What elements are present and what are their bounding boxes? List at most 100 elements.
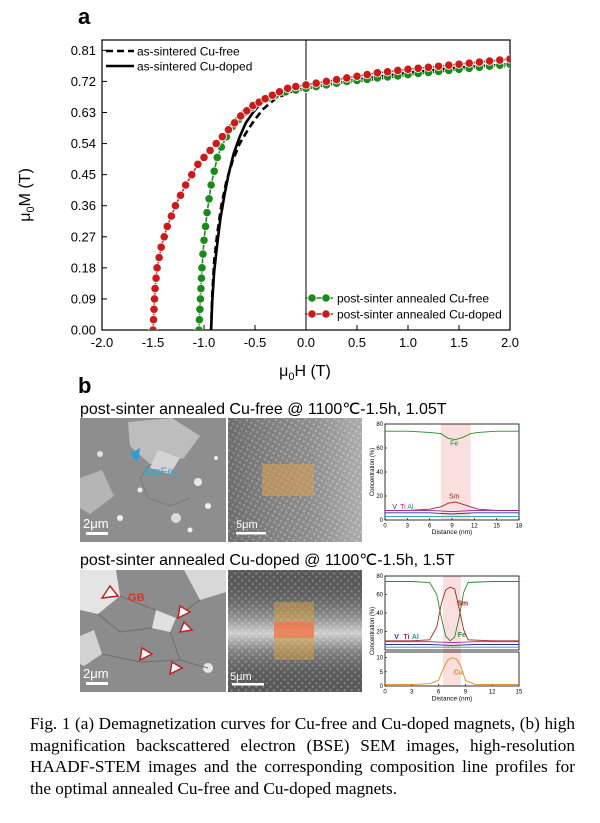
profile-x-tick-label: 6 bbox=[428, 524, 432, 530]
series-3-point bbox=[162, 221, 172, 232]
smfe2-grain bbox=[128, 418, 200, 464]
profile-y-label: Concentration (%) bbox=[370, 448, 376, 496]
profile-b-label-3: Ti bbox=[400, 504, 406, 511]
series-2-point bbox=[198, 249, 208, 259]
gb-arrow-icon-3 bbox=[178, 620, 194, 633]
series-3-point bbox=[505, 54, 510, 64]
profile-y-tick-label: 0 bbox=[380, 518, 384, 524]
series-2-point bbox=[196, 273, 207, 283]
series-3-point bbox=[444, 60, 454, 70]
series-3-point bbox=[291, 82, 301, 92]
profile-y-tick-label: 20 bbox=[376, 630, 383, 636]
profile-x-tick-label: 18 bbox=[516, 524, 523, 530]
panel-a-label: a bbox=[78, 4, 91, 29]
profile-c-label-5: Cu bbox=[454, 670, 463, 677]
profile-x-tick-label: 3 bbox=[410, 690, 414, 696]
x-tick-label: 1.5 bbox=[450, 335, 468, 350]
series-3-point bbox=[352, 71, 362, 81]
gb-label: GB bbox=[128, 592, 145, 604]
profile-y-tick-label: 60 bbox=[376, 593, 383, 599]
series-2-point bbox=[206, 180, 216, 190]
profile-y-tick-label: 0 bbox=[380, 684, 384, 690]
profile-y-tick-label: 80 bbox=[376, 574, 383, 580]
profile-b-label-0: Fe bbox=[450, 441, 458, 448]
series-3-point bbox=[230, 118, 240, 128]
x-tick-label: -1.5 bbox=[142, 335, 164, 350]
x-tick-label: -1.0 bbox=[193, 335, 215, 350]
profile-highlight bbox=[443, 576, 461, 686]
series-3-point bbox=[149, 304, 159, 314]
row1-sem-image: SmFe2 2μm bbox=[80, 418, 226, 542]
profile-y-label: Concentration (%) bbox=[370, 607, 376, 655]
series-3-point bbox=[311, 78, 321, 88]
y-tick-label: 0.72 bbox=[71, 74, 96, 89]
profile-x-tick-label: 15 bbox=[493, 524, 500, 530]
row2-sem-scalebar-label: 2μm bbox=[83, 666, 109, 681]
row1-stem-scalebar-label: 5μm bbox=[236, 519, 258, 531]
x-tick-label: 0.0 bbox=[297, 335, 315, 350]
x-axis-label: μ0H (T) bbox=[279, 363, 331, 380]
y-tick-label: 0.36 bbox=[71, 198, 96, 213]
x-tick-label: 2.0 bbox=[501, 335, 519, 350]
series-3-point bbox=[211, 138, 221, 149]
row2-sem-image: GB 2μm bbox=[80, 570, 226, 692]
series-3-point bbox=[484, 56, 495, 66]
profile-y-tick-label: 60 bbox=[376, 446, 383, 452]
profile-y-tick-label: 20 bbox=[376, 494, 383, 500]
profile-x-tick-label: 0 bbox=[383, 690, 387, 696]
gb-arrow-icon bbox=[100, 584, 120, 599]
series-line-2 bbox=[198, 63, 510, 330]
series-3-point bbox=[362, 69, 372, 80]
x-tick-label: -2.0 bbox=[91, 335, 113, 350]
series-3-point bbox=[423, 62, 433, 72]
row2-sem-scalebar bbox=[86, 682, 108, 685]
row2-cu-rich-band bbox=[274, 622, 314, 638]
series-3-point bbox=[495, 55, 505, 65]
row1-stem-image: 5μm bbox=[228, 418, 362, 542]
profile-b-label-4: Al bbox=[407, 504, 414, 511]
profile-c-series-0 bbox=[385, 581, 519, 642]
profile-x-label: Distance (nm) bbox=[432, 696, 472, 703]
series-3-point bbox=[199, 152, 209, 162]
series-3-point bbox=[283, 83, 293, 93]
profile-y-tick-label: 40 bbox=[376, 470, 383, 476]
x-tick-label: -0.5 bbox=[244, 335, 266, 350]
profile-y-tick-label: 40 bbox=[376, 611, 383, 617]
series-2-point bbox=[202, 208, 212, 218]
smfe2-label: SmFe2 bbox=[144, 466, 178, 480]
series-3-point bbox=[187, 170, 197, 180]
series-2-point bbox=[209, 166, 219, 176]
demagnetization-chart: -2.0 -1.5 -1.0 -0.5 0.0 0.5 1.0 1.5 2.0 0.00 0.09 0… bbox=[17, 39, 519, 380]
profile-x-tick-label: 12 bbox=[471, 524, 478, 530]
profile-y-tick-label: 80 bbox=[376, 422, 383, 428]
y-tick-label: 0.00 bbox=[71, 323, 96, 338]
gb-arrow-icon-5 bbox=[169, 660, 184, 676]
series-3-point bbox=[236, 111, 246, 121]
series-3-point bbox=[159, 232, 169, 242]
profile-c-series-2 bbox=[385, 644, 519, 646]
row2-title: post-sinter annealed Cu-doped @ 1100℃-1.… bbox=[80, 552, 455, 569]
profile-b-label-2: V bbox=[392, 504, 397, 511]
series-2-point bbox=[194, 315, 205, 325]
legend-marker-annealed-1 bbox=[321, 309, 331, 319]
chart-a-series bbox=[148, 54, 510, 330]
row1-profile-plot: 0 3 6 9 12 15 18 Distance (nm) Concentration (%)… bbox=[363, 416, 525, 544]
series-3-point bbox=[454, 59, 464, 69]
profile-c-series-1 bbox=[385, 586, 519, 642]
legend-marker-annealed-1 bbox=[307, 309, 317, 319]
profile-c-label-0: Sm bbox=[457, 601, 468, 608]
series-3-point bbox=[331, 75, 342, 85]
row2-stem-image: 5μm bbox=[228, 570, 362, 692]
profile-y-tick-label: 5 bbox=[380, 670, 384, 676]
row1-title: post-sinter annealed Cu-free @ 1100℃-1.5… bbox=[80, 401, 447, 418]
row2-stem-scalebar bbox=[232, 683, 264, 686]
profile-x-tick-label: 6 bbox=[437, 690, 441, 696]
series-2-point bbox=[197, 263, 207, 273]
series-3-point bbox=[175, 190, 186, 200]
series-3-point bbox=[154, 252, 164, 263]
series-3-point bbox=[156, 242, 166, 252]
y-tick-label: 0.27 bbox=[71, 229, 96, 244]
series-3-point bbox=[274, 87, 285, 97]
series-2-point bbox=[195, 304, 205, 314]
